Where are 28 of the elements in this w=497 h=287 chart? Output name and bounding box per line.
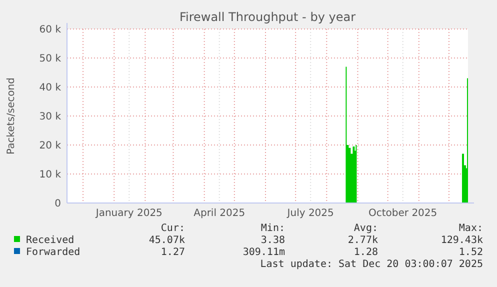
x-tick-label: July 2025	[286, 208, 334, 219]
y-tick-label: 60 k	[39, 24, 62, 36]
text: Min:	[260, 223, 285, 234]
text: 1.28	[354, 247, 378, 258]
y-tick-label: 50 k	[39, 54, 62, 64]
x-tick-label: April 2025	[194, 208, 246, 219]
legend-label: Received	[26, 235, 74, 246]
text: Cur:	[160, 223, 185, 234]
text: 129.43k	[440, 235, 483, 246]
y-tick-label: 0	[54, 198, 61, 210]
text: 2.77k	[348, 235, 378, 246]
x-tick-label: October 2025	[368, 208, 438, 219]
y-tick-label: 40 k	[39, 82, 62, 94]
text: 1.27	[160, 247, 185, 258]
text: 309.11m	[242, 247, 285, 258]
y-tick-label: 10 k	[39, 170, 62, 180]
text: Avg:	[354, 223, 378, 234]
text: 45.07k	[148, 235, 185, 246]
chart-title: Firewall Throughput - by year	[179, 10, 356, 24]
legend-label: Forwarded	[26, 247, 80, 258]
text: Max:	[458, 223, 483, 234]
y-tick-label: 20 k	[39, 140, 62, 152]
y-axis-title: Packets/second	[6, 78, 17, 154]
x-tick-label: January 2025	[94, 208, 162, 219]
text: Last update: Sat Dec 20 03:00:07 2025	[260, 259, 483, 270]
text: 1.52	[458, 247, 483, 258]
text: 3.38	[260, 235, 285, 246]
y-tick-label: 30 k	[39, 112, 62, 122]
